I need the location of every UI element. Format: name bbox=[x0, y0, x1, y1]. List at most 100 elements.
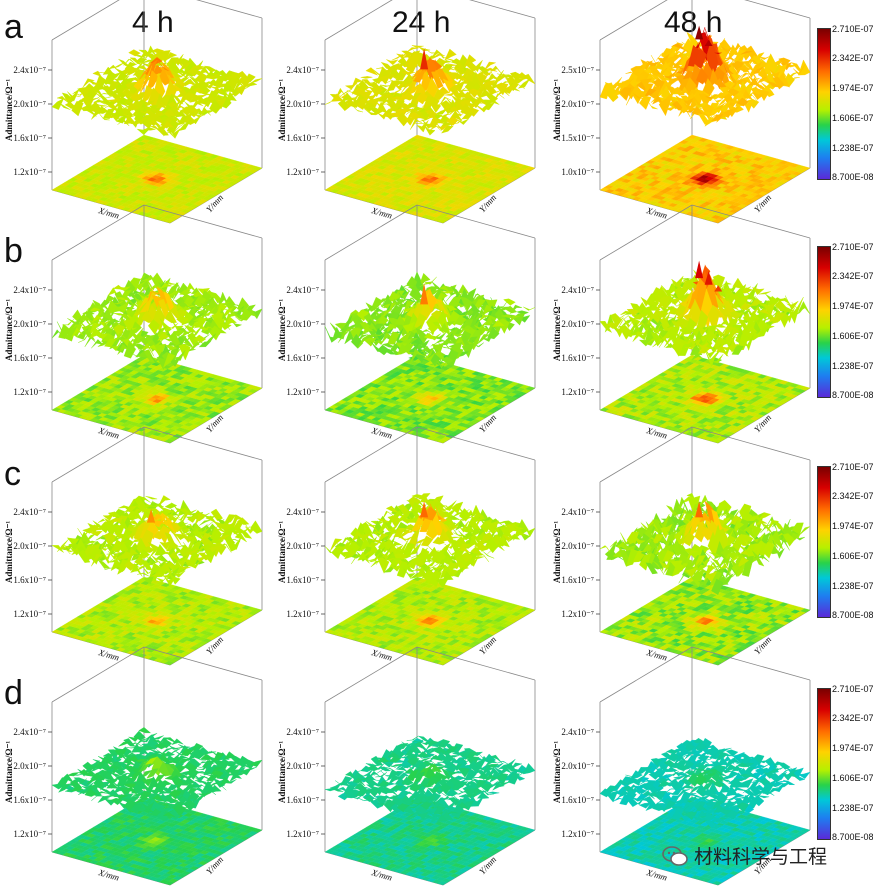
surface-facet bbox=[109, 93, 123, 101]
surface-facet bbox=[623, 317, 636, 329]
surface-spike bbox=[704, 39, 713, 47]
surface-facet bbox=[443, 109, 456, 116]
surface-facet bbox=[390, 74, 403, 79]
surface-facet bbox=[140, 65, 153, 94]
surface-facet bbox=[743, 295, 756, 304]
surface-facet bbox=[146, 278, 159, 291]
surface-facet bbox=[749, 298, 763, 307]
y-tick-label: 1.2x10⁻⁷ bbox=[13, 387, 46, 397]
surface-facet bbox=[719, 282, 732, 289]
surface-facet bbox=[442, 66, 455, 72]
column-header-4h: 4 h bbox=[132, 6, 174, 39]
surface-facet bbox=[117, 119, 130, 127]
surface-facet bbox=[655, 301, 668, 312]
surface-facet bbox=[331, 326, 344, 343]
surface-facet bbox=[156, 59, 169, 72]
surface-plot: 1.2x10⁻⁷1.6x10⁻⁷2.0x10⁻⁷2.4x10⁻⁷Admittan… bbox=[4, 204, 263, 444]
surface-facet bbox=[746, 71, 759, 82]
surface-plot: 1.2x10⁻⁷1.6x10⁻⁷2.0x10⁻⁷2.4x10⁻⁷Admittan… bbox=[552, 204, 811, 444]
surface-facet bbox=[402, 71, 415, 75]
surface-facet bbox=[61, 92, 75, 105]
surface-facet bbox=[658, 338, 671, 349]
surface-facet bbox=[753, 78, 765, 82]
surface-facet bbox=[787, 304, 800, 324]
surface-facet bbox=[63, 95, 76, 100]
surface-facet bbox=[374, 330, 387, 336]
surface-facet bbox=[736, 97, 750, 107]
surface-facet bbox=[188, 341, 201, 352]
surface-facet bbox=[223, 90, 236, 95]
surface-facet bbox=[171, 93, 184, 105]
surface-facet bbox=[142, 100, 156, 108]
surface-spike bbox=[714, 52, 723, 55]
surface-facet bbox=[703, 111, 716, 122]
surface-facet bbox=[210, 84, 223, 90]
surface-facet bbox=[381, 83, 394, 92]
y-tick-label: 2.4x10⁻⁷ bbox=[13, 65, 46, 75]
surface-facet bbox=[198, 341, 212, 348]
surface-facet bbox=[434, 332, 447, 340]
surface-facet bbox=[123, 341, 137, 359]
surface-facet bbox=[208, 78, 222, 89]
y-tick-label: 2.0x10⁻⁷ bbox=[561, 99, 594, 109]
surface-facet bbox=[733, 67, 746, 80]
surface-facet bbox=[386, 59, 399, 66]
surface-facet bbox=[416, 120, 429, 133]
y-tick-label: 2.0x10⁻⁷ bbox=[13, 319, 46, 329]
surface-facet bbox=[652, 337, 665, 348]
surface-facet bbox=[480, 70, 493, 77]
surface-facet bbox=[182, 72, 195, 82]
surface-facet bbox=[665, 64, 678, 72]
surface-facet bbox=[362, 101, 375, 113]
row-label-d: d bbox=[4, 674, 23, 712]
y-tick-label: 1.6x10⁻⁷ bbox=[286, 133, 319, 143]
surface-facet bbox=[729, 72, 742, 85]
surface-facet bbox=[740, 51, 753, 55]
y-tick-label: 1.2x10⁻⁷ bbox=[286, 387, 319, 397]
surface-facet bbox=[112, 284, 126, 291]
surface-facet bbox=[457, 328, 470, 337]
surface-facet bbox=[229, 90, 242, 96]
surface-facet bbox=[414, 350, 428, 363]
axis-line bbox=[416, 204, 536, 239]
surface-facet bbox=[716, 344, 729, 357]
axis-line bbox=[324, 0, 393, 41]
surface-facet bbox=[89, 81, 101, 85]
surface-spike bbox=[420, 283, 429, 305]
axis-line bbox=[51, 0, 120, 41]
surface-facet bbox=[91, 314, 104, 323]
surface-facet bbox=[166, 323, 179, 329]
y-tick-label: 2.4x10⁻⁷ bbox=[286, 285, 319, 295]
surface-facet bbox=[189, 322, 202, 332]
surface-facet bbox=[68, 95, 81, 100]
surface-facet bbox=[412, 105, 425, 113]
surface-facet bbox=[651, 308, 664, 324]
surface-facet bbox=[731, 60, 744, 74]
surface-facet bbox=[104, 70, 117, 86]
surface-facet bbox=[377, 108, 390, 120]
surface-facet bbox=[78, 331, 91, 343]
axis-line bbox=[599, 204, 693, 261]
surface-facet bbox=[101, 102, 114, 111]
surface-facet bbox=[432, 53, 445, 59]
panel-b-24h: 1.2x10⁻⁷ 1.6x10⁻⁷ 2.0x10⁻⁷ 2.4x10⁻⁷ Admittan… bbox=[273, 204, 543, 448]
surface-facet bbox=[427, 325, 440, 332]
surface-facet bbox=[373, 79, 386, 85]
surface-facet bbox=[411, 45, 424, 48]
surface-facet bbox=[361, 326, 374, 336]
surface-facet bbox=[84, 109, 97, 117]
surface-facet bbox=[360, 76, 373, 79]
surface-facet bbox=[606, 82, 619, 103]
surface-facet bbox=[176, 316, 189, 325]
surface-facet bbox=[727, 88, 740, 97]
surface-facet bbox=[655, 67, 668, 76]
surface-facet bbox=[507, 315, 520, 325]
surface-facet bbox=[729, 98, 743, 111]
surface-facet bbox=[446, 58, 458, 63]
surface-spike bbox=[704, 271, 713, 285]
surface-facet bbox=[82, 329, 96, 342]
surface-facet bbox=[58, 102, 71, 110]
surface-facet bbox=[357, 334, 370, 348]
surface-facet bbox=[51, 98, 65, 110]
surface-facet bbox=[110, 114, 123, 121]
